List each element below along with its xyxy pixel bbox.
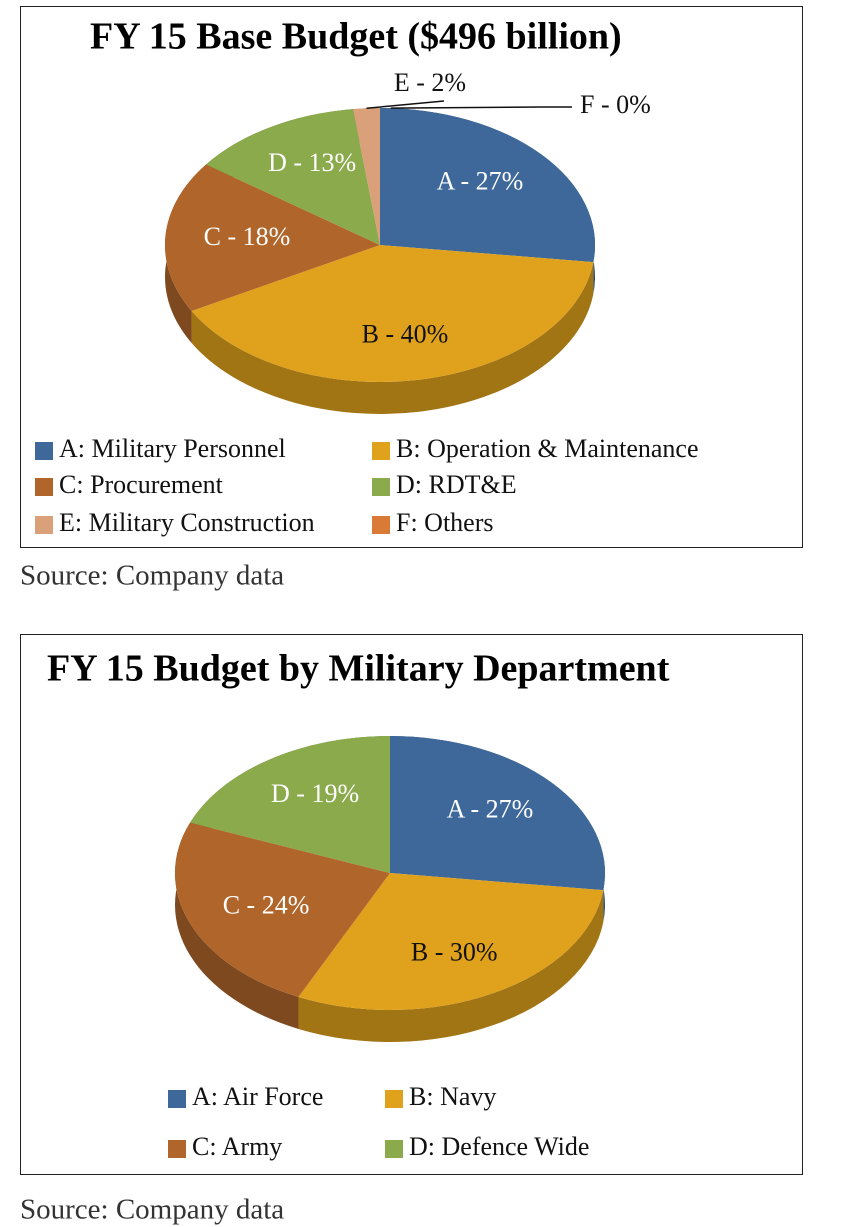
legend-swatch (372, 516, 390, 534)
legend-label: E: Military Construction (59, 508, 315, 537)
legend-swatch (385, 1090, 403, 1108)
value-label: B - 30% (411, 938, 498, 967)
value-label: E - 2% (394, 68, 466, 97)
legend-label: C: Army (192, 1132, 282, 1161)
legend-swatch (372, 478, 390, 496)
value-label: C - 18% (204, 222, 291, 251)
value-label: C - 24% (223, 890, 310, 919)
leader-line (366, 100, 445, 110)
pie-slice (190, 736, 390, 873)
leader-line (390, 106, 572, 109)
value-label: D - 19% (271, 779, 359, 808)
pie-slice (298, 873, 604, 1010)
legend-label: A: Military Personnel (59, 434, 286, 463)
value-label: A - 27% (447, 794, 534, 823)
chart-title: FY 15 Base Budget ($496 billion) (90, 16, 622, 58)
legend-swatch (168, 1140, 186, 1158)
legend-label: B: Operation & Maintenance (396, 434, 699, 463)
legend-label: D: RDT&E (396, 470, 517, 499)
legend-swatch (168, 1090, 186, 1108)
pie-slice (164, 164, 380, 312)
legend-label: B: Navy (409, 1082, 496, 1111)
legend-label: D: Defence Wide (409, 1132, 589, 1161)
slice-side (298, 890, 604, 1042)
source-note: Source: Company data (20, 1194, 284, 1226)
legend-swatch (385, 1140, 403, 1158)
value-label: F - 0% (580, 90, 651, 119)
value-label: A - 27% (437, 166, 524, 195)
chart-frame (20, 6, 803, 548)
value-label: D - 13% (268, 148, 356, 177)
pie-slice (353, 108, 380, 245)
legend-swatch (35, 516, 53, 534)
legend-label: F: Others (396, 508, 494, 537)
source-note: Source: Company data (20, 560, 284, 592)
pie-slice (206, 109, 380, 245)
pie-slice (390, 736, 606, 891)
pie-slice (191, 245, 594, 383)
legend-swatch (35, 478, 53, 496)
legend-swatch (372, 442, 390, 460)
pie-slice (380, 108, 595, 263)
chart-title: FY 15 Budget by Military Department (47, 648, 670, 690)
legend-label: C: Procurement (59, 470, 224, 499)
legend-swatch (35, 442, 53, 460)
pie-slice (175, 822, 390, 997)
slice-side (191, 262, 594, 415)
legend-label: A: Air Force (192, 1082, 323, 1111)
value-label: B - 40% (362, 319, 449, 348)
chart-frame (20, 634, 803, 1175)
